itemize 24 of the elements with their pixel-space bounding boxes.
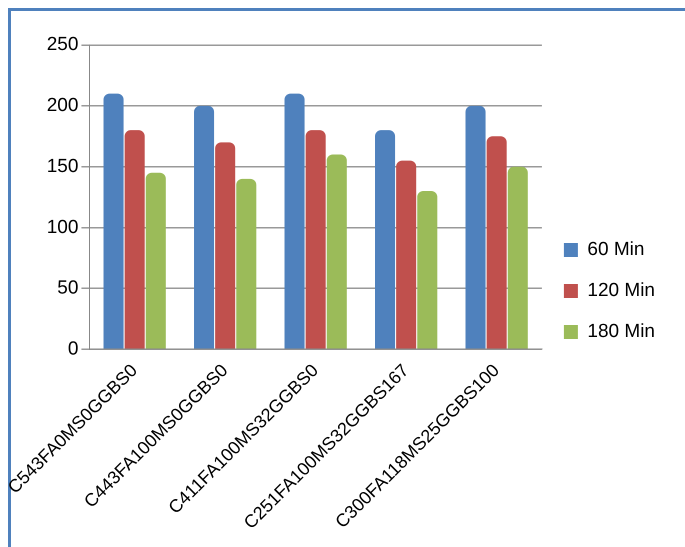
bar	[306, 130, 326, 348]
legend-label: 120 Min	[587, 280, 656, 302]
y-tick-label: 0	[68, 338, 78, 360]
y-tick-label: 100	[46, 216, 78, 238]
bar	[396, 160, 416, 348]
legend-label: 60 Min	[587, 239, 644, 260]
legend-label: 180 Min	[587, 321, 656, 342]
bar	[508, 166, 528, 348]
bar	[375, 130, 396, 348]
bar	[104, 94, 124, 348]
bar	[486, 136, 507, 348]
bar	[194, 106, 214, 348]
y-tick-label: 50	[57, 278, 78, 299]
y-tick-label: 150	[46, 156, 78, 177]
bar	[236, 178, 256, 348]
bar	[417, 191, 438, 348]
bar	[326, 154, 347, 348]
bar	[466, 106, 486, 348]
bar	[146, 172, 166, 348]
bar	[124, 130, 145, 348]
bar	[284, 94, 305, 348]
y-tick-label: 250	[46, 34, 78, 56]
y-tick-label: 200	[46, 95, 78, 116]
bar	[215, 142, 236, 348]
